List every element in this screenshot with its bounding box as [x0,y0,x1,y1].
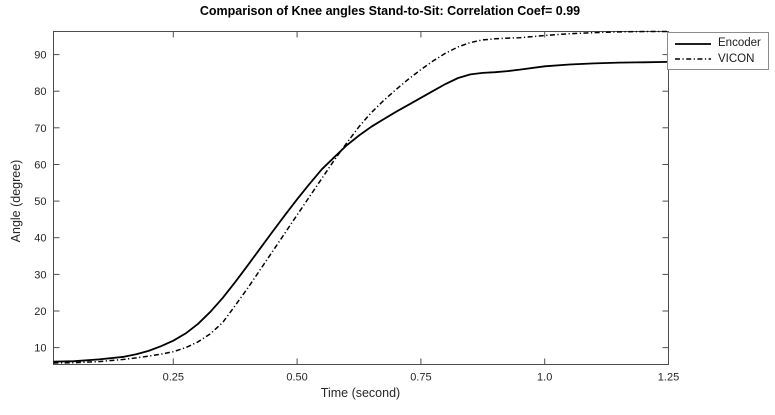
y-tick-label: 50 [34,196,46,208]
chart-title: Comparison of Knee angles Stand-to-Sit: … [199,4,581,18]
vicon-curve [53,30,669,364]
legend-label-encoder: Encoder [718,37,761,49]
y-tick-label: 80 [34,86,46,98]
x-axis-label: Time (second) [320,386,401,400]
axes-box [53,31,669,365]
x-tick-label: 0.25 [163,372,184,384]
legend-item-vicon: VICON [673,52,764,67]
encoder-line-sample [675,42,711,45]
legend-label-vicon: VICON [718,52,755,65]
y-tick-label: 60 [34,160,46,172]
x-tick-label: 1.0 [537,372,552,384]
y-axis-label: Angle (degree) [9,159,23,243]
x-tick-label: 0.50 [286,372,307,384]
x-tick-label: 0.75 [410,372,431,384]
vicon-line-sample [675,58,711,60]
x-tick-label: 1.25 [658,372,679,384]
legend: Encoder VICON [667,32,769,70]
y-tick-label: 10 [34,343,46,355]
y-tick-label: 90 [34,50,46,62]
legend-item-encoder: Encoder [673,36,764,51]
y-tick-label: 40 [34,233,46,245]
encoder-curve [53,61,669,363]
y-tick-label: 70 [34,123,46,135]
y-tick-label: 20 [34,306,46,318]
y-tick-label: 30 [34,269,46,281]
